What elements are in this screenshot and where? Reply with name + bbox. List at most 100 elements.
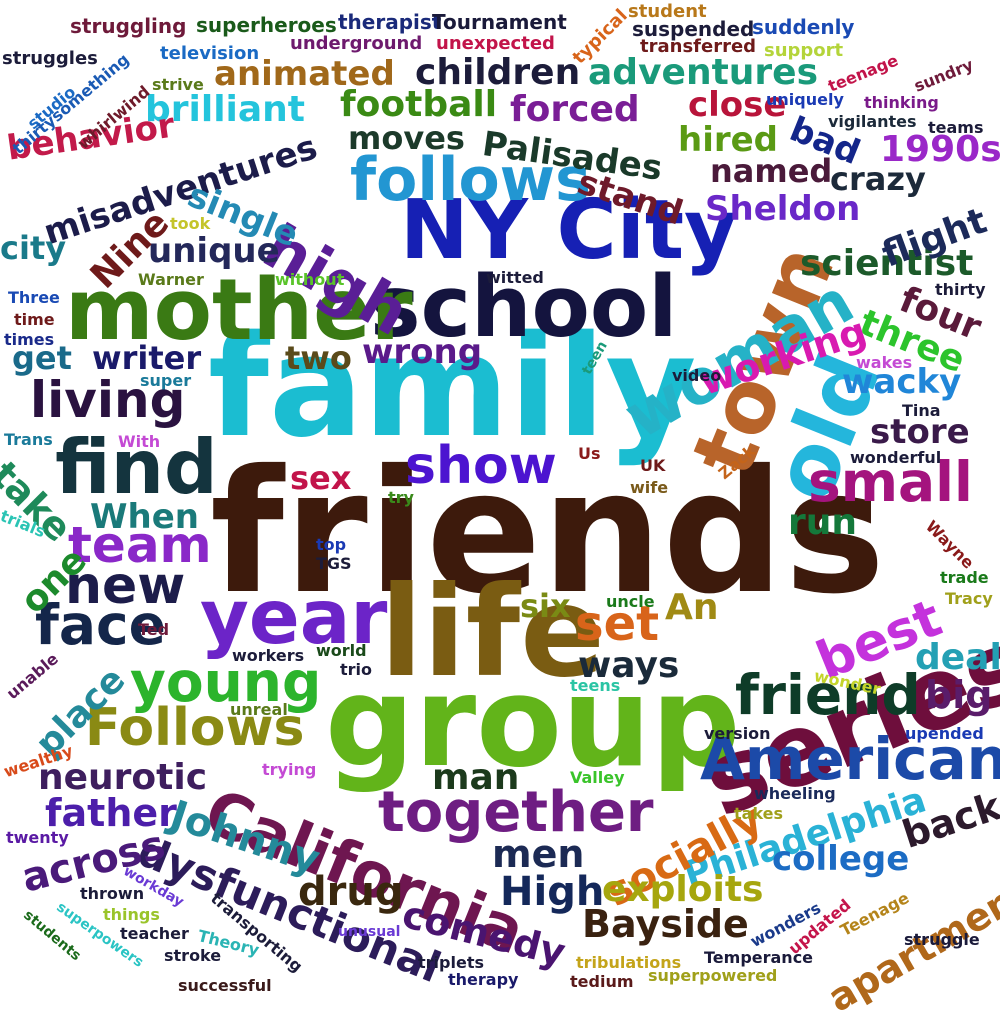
cloud-word: student (628, 1, 707, 22)
cloud-word: Ted (138, 620, 170, 639)
cloud-word: face (35, 593, 166, 657)
cloud-word: television (160, 43, 260, 64)
cloud-word: sundry (911, 54, 976, 96)
cloud-word: friend (735, 663, 921, 727)
cloud-word: store (870, 412, 970, 452)
cloud-word: struggle (904, 930, 980, 949)
cloud-word: big (925, 673, 993, 717)
cloud-word: exploits (602, 869, 764, 910)
cloud-word: unreal (230, 700, 288, 719)
cloud-word: uniquely (766, 90, 844, 109)
cloud-word: things (103, 905, 160, 924)
cloud-word: Sheldon (705, 189, 861, 229)
cloud-word: tedium (570, 972, 634, 991)
cloud-word: small (808, 450, 973, 514)
cloud-word: workers (232, 646, 305, 665)
cloud-word: sex (290, 459, 352, 497)
cloud-word: tribulations (576, 953, 682, 972)
cloud-word: two (285, 339, 352, 377)
cloud-word: Bayside (582, 902, 749, 946)
cloud-word: twenty (6, 828, 69, 847)
cloud-word: without (275, 270, 345, 289)
cloud-word: football (340, 84, 498, 125)
cloud-word: Follows (85, 698, 305, 758)
cloud-word: children (415, 52, 581, 93)
cloud-word: support (764, 40, 844, 61)
cloud-word: world (316, 641, 367, 660)
cloud-word: unexpected (436, 33, 555, 54)
cloud-word: struggling (70, 14, 187, 38)
cloud-word: Tracy (945, 589, 993, 608)
cloud-word: struggles (2, 48, 98, 69)
cloud-word: uncle (606, 592, 655, 611)
cloud-word: forced (510, 89, 640, 130)
cloud-word: takes (734, 804, 784, 823)
cloud-word: thirty (935, 280, 986, 299)
cloud-word: college (772, 839, 910, 879)
cloud-word: unique (148, 231, 280, 271)
cloud-word: set (575, 596, 660, 652)
cloud-word: ways (578, 645, 680, 686)
cloud-word: underground (290, 33, 423, 54)
cloud-word: vigilantes (828, 112, 917, 131)
cloud-word: Us (578, 444, 601, 463)
cloud-word: transferred (640, 36, 757, 57)
cloud-word: Three (8, 288, 60, 307)
cloud-word: version (704, 724, 771, 743)
cloud-word: superheroes (196, 13, 337, 37)
cloud-word: friends (210, 434, 886, 632)
cloud-word: family (208, 306, 697, 469)
cloud-word: successful (178, 976, 272, 995)
cloud-word: top (316, 535, 347, 554)
cloud-word: run (788, 502, 858, 543)
cloud-word: writer (92, 339, 202, 377)
cloud-word: get (12, 339, 72, 377)
cloud-word: follows (350, 145, 591, 215)
cloud-word: took (170, 214, 211, 233)
cloud-word: hired (678, 120, 779, 160)
cloud-word: life (380, 560, 605, 705)
cloud-word: suspended (632, 17, 755, 41)
cloud-word: drug (298, 869, 404, 915)
cloud-word: mother (65, 261, 413, 360)
cloud-word: Teenage (837, 888, 913, 941)
cloud-word: city (0, 229, 67, 267)
cloud-word: stroke (164, 946, 222, 965)
cloud-word: strive (152, 75, 204, 94)
cloud-word: neurotic (38, 757, 208, 798)
cloud-word: living (30, 371, 186, 429)
cloud-word: wacky (842, 362, 962, 402)
cloud-word: time (14, 310, 55, 329)
cloud-word: unusual (338, 924, 401, 940)
cloud-word: trio (340, 660, 373, 679)
cloud-word: father (45, 791, 177, 835)
cloud-word: wakes (856, 353, 913, 372)
cloud-word: school (370, 258, 678, 357)
cloud-word: therapy (448, 970, 519, 989)
cloud-word: scientist (800, 243, 974, 284)
cloud-word: times (4, 330, 55, 349)
cloud-word: young (130, 650, 322, 714)
cloud-word: wheeling (754, 784, 836, 803)
cloud-word: teacher (120, 924, 189, 943)
cloud-word: Tina (902, 401, 941, 420)
cloud-word: 1990s (880, 129, 1000, 170)
cloud-word: wife (630, 478, 669, 497)
cloud-word: brilliant (145, 89, 306, 130)
cloud-word: men (492, 832, 585, 876)
cloud-word: team (68, 516, 212, 574)
cloud-word: together (378, 780, 654, 845)
cloud-word: man (432, 757, 520, 798)
cloud-word: wrong (362, 332, 483, 372)
cloud-word: Warner (138, 270, 204, 289)
cloud-word: superpowered (648, 966, 778, 985)
cloud-word: thinking (864, 93, 939, 112)
cloud-word: thrown (80, 884, 145, 903)
cloud-word: High (500, 869, 605, 915)
cloud-word: American (700, 725, 1000, 793)
cloud-word: suddenly (752, 15, 855, 39)
cloud-word: moves (348, 119, 465, 157)
cloud-word: Temperance (704, 948, 814, 967)
cloud-word: UK (640, 456, 666, 475)
